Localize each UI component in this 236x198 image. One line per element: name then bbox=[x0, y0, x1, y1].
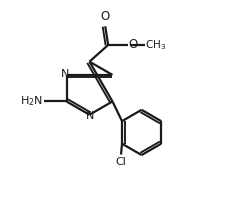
Text: CH$_3$: CH$_3$ bbox=[145, 38, 166, 52]
Text: N: N bbox=[86, 110, 95, 121]
Text: H$_2$N: H$_2$N bbox=[20, 95, 43, 108]
Text: O: O bbox=[101, 10, 110, 23]
Text: Cl: Cl bbox=[116, 157, 126, 168]
Text: N: N bbox=[61, 69, 70, 79]
Text: O: O bbox=[129, 38, 138, 51]
